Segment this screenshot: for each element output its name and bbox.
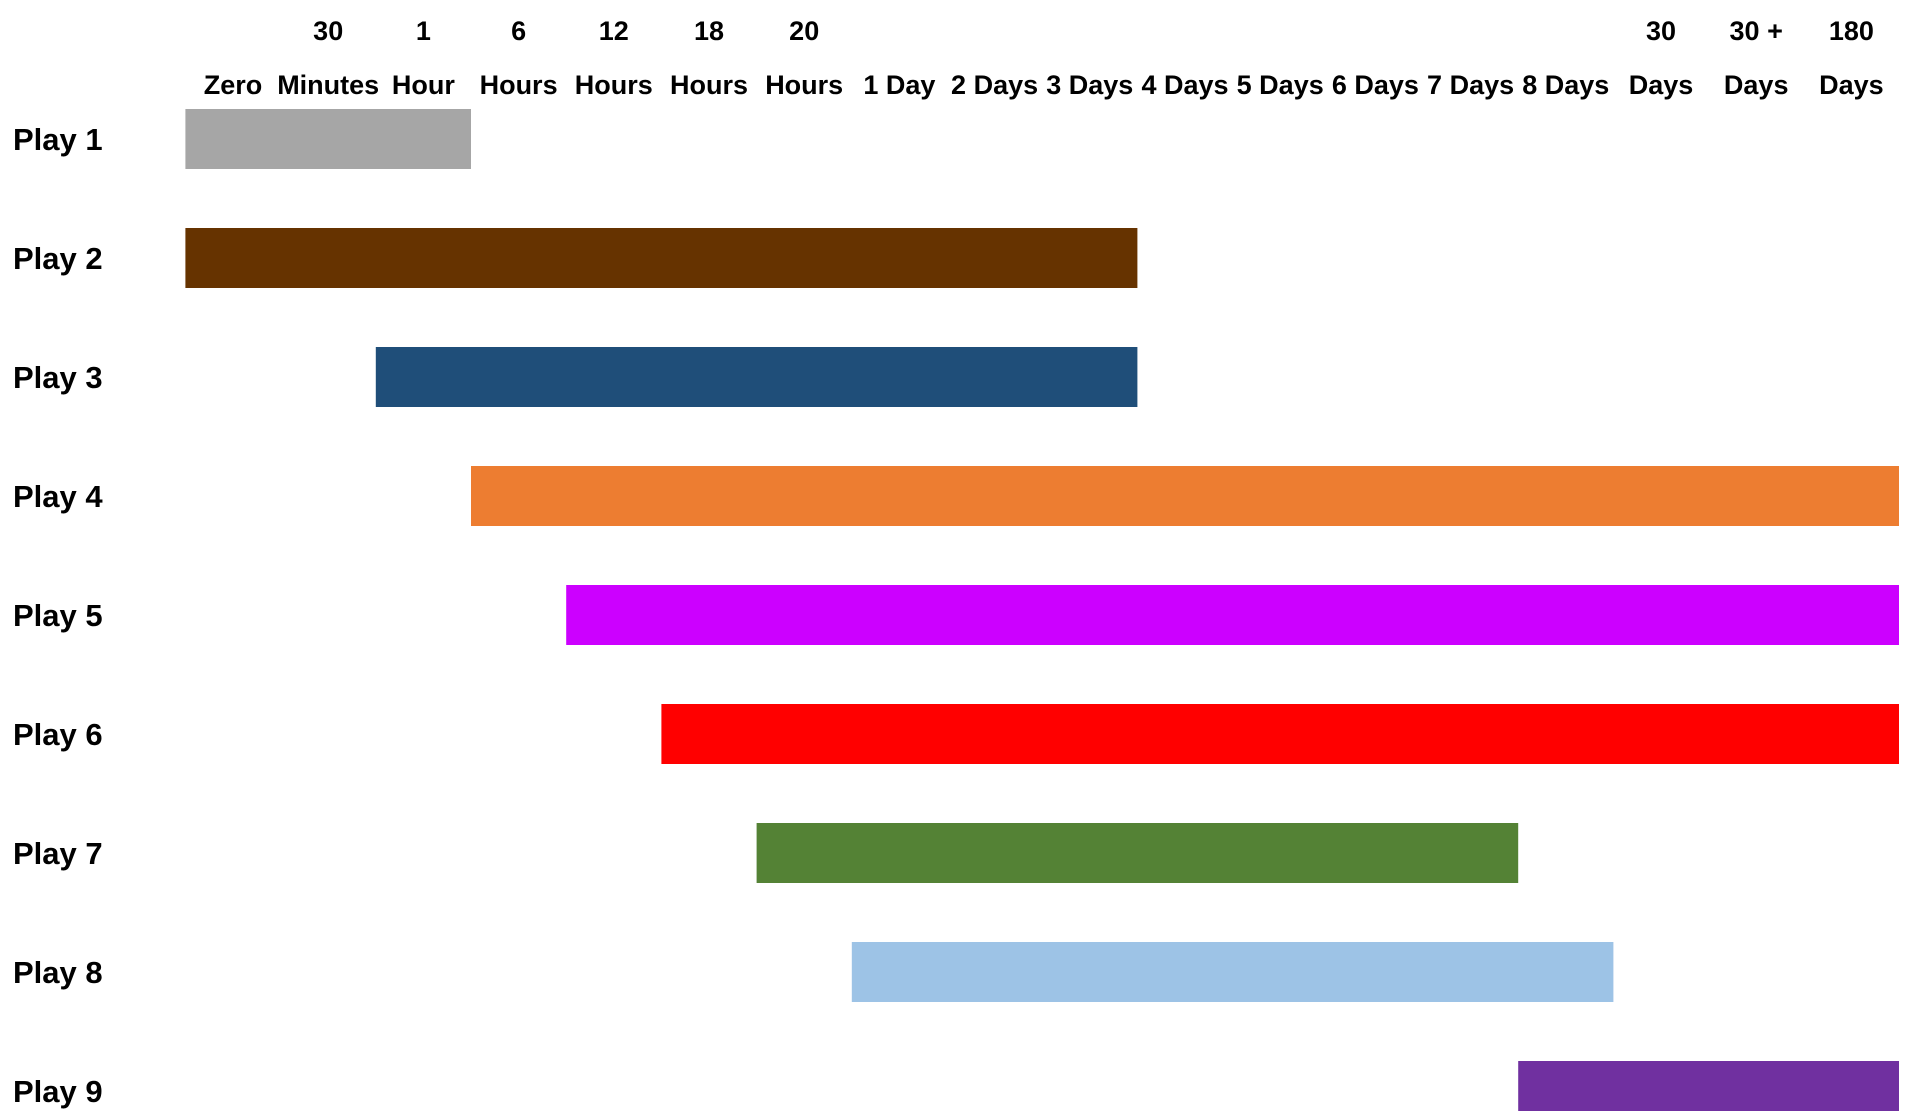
bars — [185, 109, 1900, 1111]
x-tick-label: Hours — [480, 70, 558, 100]
x-tick-label: Hours — [670, 70, 748, 100]
x-tick-label-top: 6 — [511, 16, 526, 46]
x-tick-label-top: 180 — [1829, 16, 1874, 46]
bar-play-3 — [375, 347, 1138, 407]
x-tick-label-top: 1 — [416, 16, 431, 46]
x-tick-label-top: 30 — [313, 16, 343, 46]
row-label: Play 1 — [13, 122, 103, 157]
bar-play-6 — [661, 704, 1899, 764]
bar-play-8 — [851, 942, 1614, 1002]
x-tick-label: Hours — [765, 70, 843, 100]
row-label: Play 5 — [13, 598, 103, 633]
x-tick-label: Days — [1629, 70, 1694, 100]
x-tick-label-top: 12 — [599, 16, 629, 46]
row-label: Play 3 — [13, 360, 103, 395]
x-tick-label: Hour — [392, 70, 455, 100]
bar-play-4 — [471, 466, 1899, 526]
bar-play-9 — [1518, 1061, 1899, 1111]
x-tick-label-top: 30 — [1646, 16, 1676, 46]
row-labels: Play 1 Play 2 Play 3 Play 4 Play 5 Play 6 Play… — [13, 122, 103, 1109]
row-label: Play 4 — [13, 479, 103, 514]
bar-play-5 — [566, 585, 1900, 645]
row-label: Play 8 — [13, 955, 103, 990]
bar-play-1 — [185, 109, 471, 169]
row-label: Play 9 — [13, 1074, 103, 1109]
x-tick-label: 3 Days — [1046, 70, 1133, 100]
x-tick-label: Days — [1724, 70, 1789, 100]
row-label: Play 6 — [13, 717, 103, 752]
bar-play-7 — [756, 823, 1519, 883]
row-label: Play 2 — [13, 241, 103, 276]
x-tick-label: 8 Days — [1522, 70, 1609, 100]
x-tick-label: Zero — [204, 70, 263, 100]
x-tick-label-top: 18 — [694, 16, 724, 46]
x-axis-ticks: Zero 30 Minutes 1 Hour 6 Hours 12 Hours 18 Hours 20… — [204, 16, 1884, 100]
x-tick-label: Days — [1819, 70, 1884, 100]
x-tick-label: 6 Days — [1332, 70, 1419, 100]
x-tick-label-top: 20 — [789, 16, 819, 46]
x-tick-label: Hours — [575, 70, 653, 100]
x-tick-label: 2 Days — [951, 70, 1038, 100]
bar-play-2 — [185, 228, 1138, 288]
row-label: Play 7 — [13, 836, 103, 871]
x-tick-label: 1 Day — [863, 70, 935, 100]
x-tick-label: 7 Days — [1427, 70, 1514, 100]
x-tick-label-top: 30 + — [1730, 16, 1783, 46]
x-tick-label: 4 Days — [1141, 70, 1228, 100]
x-tick-label: Minutes — [277, 70, 379, 100]
x-tick-label: 5 Days — [1237, 70, 1324, 100]
